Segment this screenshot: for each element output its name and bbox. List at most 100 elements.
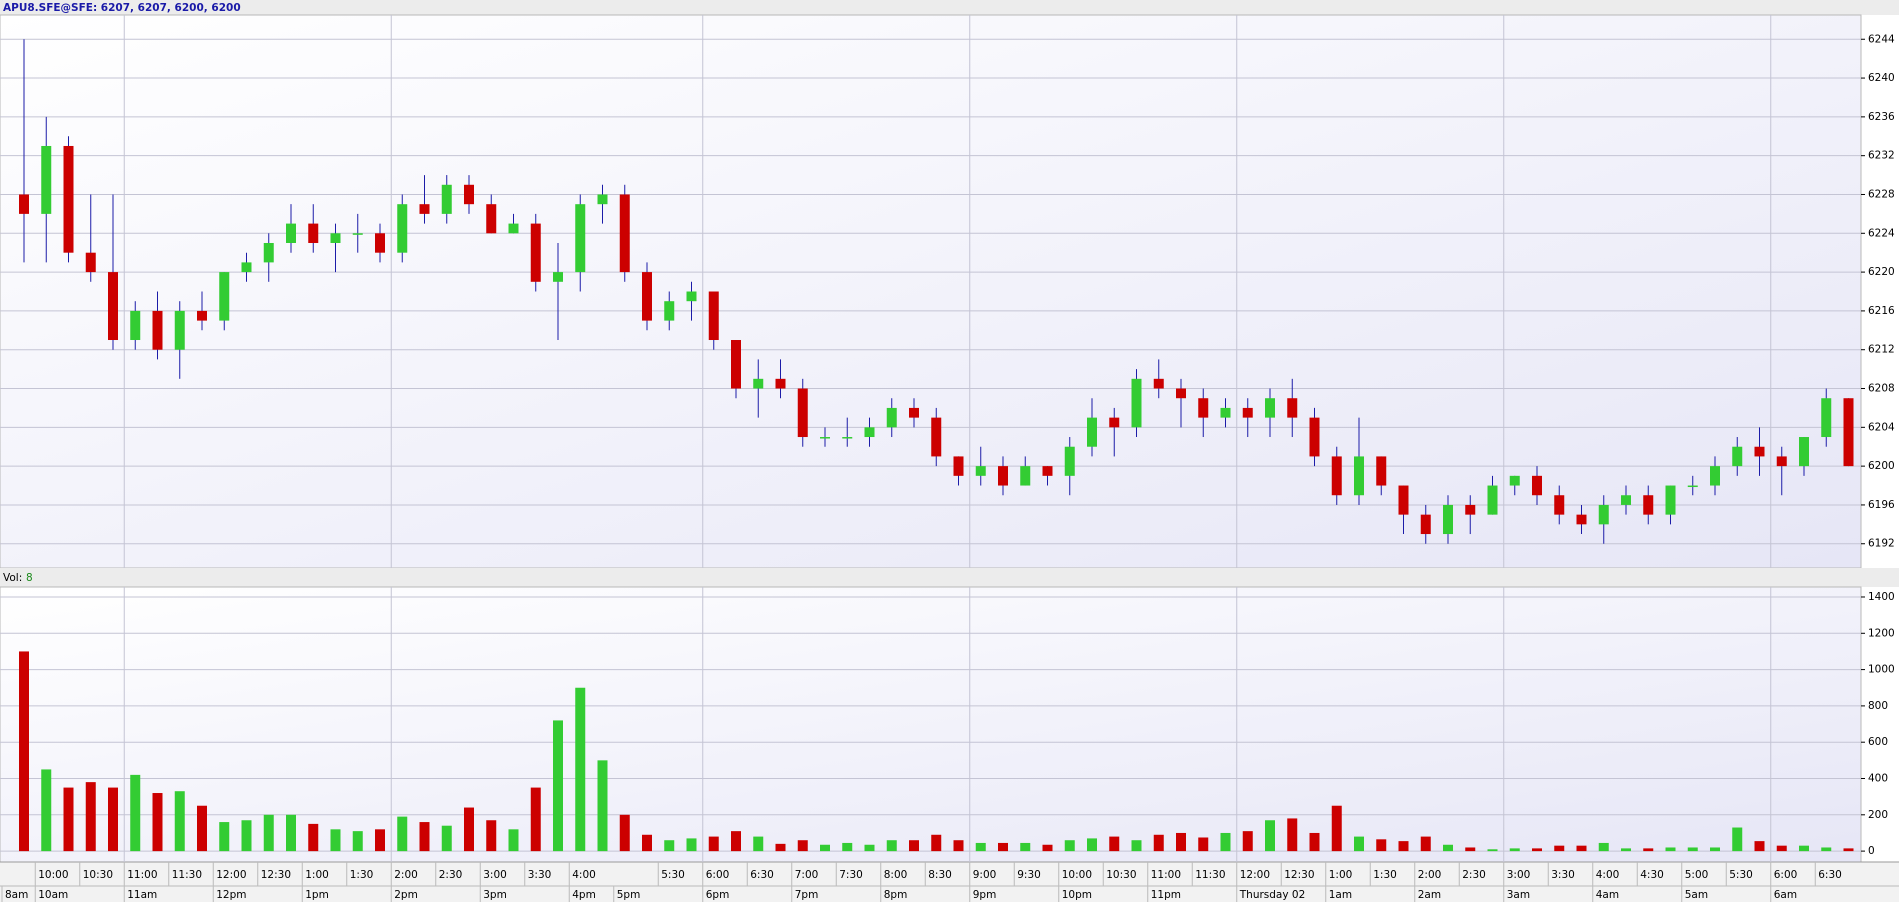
candle-body [174,310,185,350]
candle-body [1554,495,1565,515]
x-tick-label: 11:30 [1195,869,1225,881]
candle-body [842,437,853,439]
candle-body [1042,466,1053,476]
volume-bar [1354,836,1364,852]
volume-bar [842,842,853,852]
y-tick-label: 6232 [1868,150,1895,162]
x-day-label: 6am [1774,889,1797,901]
volume-bar [642,834,652,852]
x-day-label: 4am [1596,889,1619,901]
volume-bar [753,836,764,852]
x-tick-label: 10:30 [83,869,113,881]
x-tick-label: 2:00 [1418,869,1442,881]
volume-bar [1398,841,1409,852]
candle-body [1776,456,1787,467]
x-day-label: 10pm [1062,889,1092,901]
candle-body [686,291,697,302]
x-tick-label: 7:00 [795,869,819,881]
candle-body [1064,446,1075,476]
volume-bar [85,782,96,852]
candle-body [1843,398,1854,467]
x-tick-label: 9:00 [973,869,997,881]
x-tick-label: 10:00 [1062,869,1092,881]
y-tick-label: 200 [1868,809,1888,821]
x-tick-label: 1:30 [350,869,374,881]
candle-body [1109,417,1120,428]
volume-bar [1020,842,1031,852]
candle-body [575,204,586,273]
volume-bar [1287,818,1298,852]
candle-body [731,340,741,389]
volume-bar [197,805,207,852]
y-tick-label: 6240 [1868,72,1895,84]
volume-bar [219,822,230,852]
candle-body [85,252,96,273]
volume-bar [441,825,452,852]
volume-panel [0,586,1862,863]
candle-body [352,233,363,235]
volume-bar [1198,837,1209,852]
candle-body [953,456,964,476]
candle-body [1465,504,1476,515]
candle-body [775,378,786,389]
volume-bar [1265,820,1275,852]
candle-body [931,417,942,457]
volume-bar [1598,842,1609,852]
candle-body [553,272,563,282]
volume-bar [797,840,808,852]
volume-bar [1665,847,1676,852]
x-tick-label: 3:00 [483,869,507,881]
volume-bar [464,807,474,852]
x-tick-label: 4:30 [1640,869,1664,881]
volume-bar [1064,840,1075,852]
volume-bar [286,814,296,852]
x-tick-label: 5:30 [661,869,685,881]
x-tick-label: 2:30 [439,869,463,881]
y-tick-label: 600 [1868,736,1888,748]
volume-bar [597,760,608,852]
x-day-label: 3am [1507,889,1530,901]
candle-body [1220,407,1231,418]
candle-body [375,233,385,253]
volume-bar [1554,845,1565,852]
volume-bar [820,844,830,852]
x-day-label: 5am [1685,889,1708,901]
candle-body [1087,417,1097,447]
x-tick-label: 12:00 [216,869,246,881]
x-tick-label: 6:30 [1818,869,1842,881]
volume-bar [1153,834,1164,852]
candle-body [1732,446,1743,467]
volume-bar [1799,845,1809,852]
volume-bar [1420,836,1431,852]
volume-bar [1732,827,1743,852]
y-tick-label: 6212 [1868,344,1895,356]
volume-bar [553,720,563,852]
x-tick-label: 9:30 [1017,869,1041,881]
candle-body [1420,514,1431,535]
y-tick-label: 6200 [1868,460,1895,472]
candle-body [619,194,630,273]
x-day-label: 1am [1329,889,1352,901]
volume-bar [41,769,52,852]
x-tick-label: 4:00 [1596,869,1620,881]
volume-bar [1220,832,1231,852]
volume-bar [530,787,541,852]
candle-body [330,233,341,243]
volume-bar [19,651,29,852]
x-day-label: 8pm [884,889,908,901]
y-tick-label: 1000 [1868,664,1895,676]
volume-bar [708,836,719,852]
y-tick-label: 6204 [1868,421,1895,433]
x-tick-label: 3:30 [528,869,552,881]
x-tick-label: 11:00 [1151,869,1181,881]
volume-bar [508,829,519,852]
volume-last: 8 [26,572,33,584]
candle-body [1176,388,1186,399]
volume-bar [352,831,363,852]
volume-bar [953,840,964,852]
candle-body [1487,485,1498,515]
volume-bar [686,838,697,852]
volume-bar [1109,836,1120,852]
x-tick-label: 6:00 [706,869,730,881]
